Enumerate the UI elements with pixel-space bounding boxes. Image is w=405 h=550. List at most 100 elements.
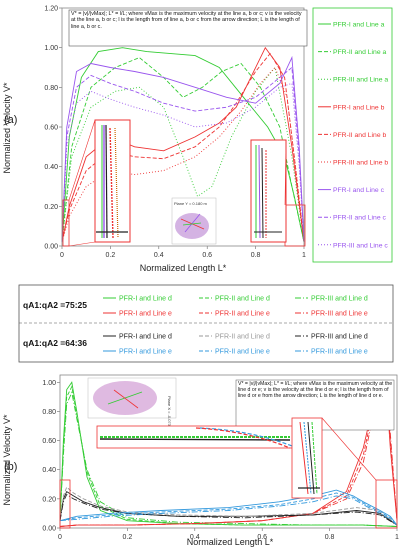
- panel-b-inset-label: Plane X = -0.0733 m: [167, 396, 172, 433]
- y-tick-label: 0.80: [44, 85, 58, 92]
- panel-a-geometry-inset: Plane Y = 0.180 m: [171, 197, 217, 245]
- y-tick-label: 0.00: [42, 526, 56, 533]
- panel-b-zoom-connector: [321, 417, 377, 481]
- x-tick-label: 0: [58, 534, 62, 541]
- legend-label: PFR-II and Line e: [215, 349, 270, 356]
- legend-label: PFR-I and Line e: [119, 311, 172, 318]
- legend-label: PFR-II and Line b: [333, 132, 386, 139]
- legend-label: PFR-I and Line c: [333, 187, 385, 194]
- legend-group-label-64-36: qA1:qA2 =64:36: [23, 338, 87, 348]
- panel-a-legend-items: PFR-I and Line a PFR-II and Line a PFR-III…: [318, 22, 388, 249]
- panel-b-y-ticks: 0.00 0.20 0.40 0.60 0.80 1.00: [42, 380, 60, 533]
- panel-a-xlabel: Normalized Length L*: [140, 263, 227, 273]
- panel-a-series-8: [61, 66, 305, 243]
- panel-a-series-5: [61, 52, 305, 243]
- panel-b-zoom-inset-middle-curves: [99, 427, 293, 449]
- y-tick-label: 1.00: [42, 380, 56, 387]
- legend-label: PFR-II and Line c: [333, 215, 386, 222]
- panel-a-series-9: [61, 82, 305, 243]
- panel-a-zoom-inset-left: [94, 119, 131, 243]
- y-tick-label: 0.40: [44, 164, 58, 171]
- panel-b-x-ticks: 0 0.2 0.4 0.6 0.8 1: [58, 528, 399, 541]
- panel-a-zoom-inset-left-curves: [96, 124, 128, 239]
- y-tick-label: 0.20: [44, 204, 58, 211]
- panel-a-series-2: [61, 57, 305, 243]
- x-tick-label: 0.2: [106, 252, 116, 259]
- panel-b-plot-frame: [59, 374, 398, 529]
- panel-b-annotation: V* = |v|/|vMax|; L* = l/L; where vMax is…: [238, 381, 393, 400]
- panel-b-series-8: [59, 486, 398, 526]
- legend-label: PFR-I and Line d: [119, 334, 172, 341]
- y-tick-label: 0.80: [42, 409, 56, 416]
- panel-b-geometry-inset: Plane X = -0.0733 m: [87, 377, 177, 433]
- legend-label: PFR-II and Line a: [333, 49, 386, 56]
- panel-b-zoom-marker-left: [59, 479, 71, 529]
- legend-label: PFR-II and Line e: [215, 311, 270, 318]
- panel-a-inset-label: Plane Y = 0.180 m: [174, 201, 208, 206]
- x-tick-label: 0.6: [257, 534, 267, 541]
- panel-a-zoom-connector: [68, 119, 96, 201]
- x-tick-label: 0.4: [154, 252, 164, 259]
- x-tick-label: 0.2: [123, 534, 133, 541]
- panel-b-legend: qA1:qA2 =75:25 qA1:qA2 =64:36 PFR-I and …: [18, 284, 394, 363]
- panel-b-legend-items: PFR-I and Line d PFR-II and Line d PFR-III…: [103, 296, 368, 356]
- panel-a-annotation: V* = |v|/|vMax|; L* = l/L; where vMax is…: [71, 11, 302, 30]
- panel-a-zoom-inset-right-curves: [254, 144, 282, 239]
- panel-a-zoom-marker-left: [62, 199, 70, 247]
- panel-b-zoom-inset-right-curves: [298, 421, 320, 495]
- panel-a-annotation-box: [68, 9, 308, 47]
- panel-a-ylabel: Normalized Velocity V*: [2, 82, 12, 174]
- panel-b: (b) Normalized Velocity V* Normalized Le…: [2, 374, 399, 547]
- x-tick-label: 1: [302, 252, 306, 259]
- legend-label: PFR-I and Line b: [333, 104, 385, 111]
- panel-a-x-ticks: 0 0.2 0.4 0.6 0.8 1: [60, 246, 306, 259]
- x-tick-label: 1: [395, 534, 399, 541]
- y-tick-label: 0.60: [42, 438, 56, 445]
- panel-a-label: (a): [4, 114, 17, 126]
- panel-b-series-9: [59, 493, 398, 526]
- panel-b-series-3: [59, 390, 398, 527]
- legend-label: PFR-I and Line e: [119, 349, 172, 356]
- x-tick-label: 0.8: [251, 252, 261, 259]
- panel-a-plot-frame: [61, 7, 305, 247]
- panel-a-series-4: [61, 46, 305, 243]
- legend-label: PFR-III and Line c: [333, 242, 388, 249]
- legend-label: PFR-III and Line d: [311, 296, 368, 303]
- legend-label: PFR-III and Line d: [311, 334, 368, 341]
- legend-label: PFR-III and Line a: [333, 77, 388, 84]
- panel-a-y-ticks: 0.00 0.20 0.40 0.60 0.80 1.00 1.20: [44, 6, 62, 251]
- panel-a-zoom-inset-right: [250, 139, 287, 243]
- x-tick-label: 0.8: [325, 534, 335, 541]
- panel-a-zoom-connector: [284, 139, 287, 206]
- y-tick-label: 0.60: [44, 125, 58, 132]
- x-tick-label: 0: [60, 252, 64, 259]
- panel-b-xlabel: Normalized Length L*: [187, 537, 274, 547]
- panel-b-series-11: [59, 492, 398, 526]
- panel-a-series-7: [61, 55, 305, 243]
- legend-label: PFR-II and Line d: [215, 334, 270, 341]
- panel-b-ylabel: Normalized Velocity V*: [2, 414, 12, 506]
- panel-a-zoom-connector: [68, 241, 96, 247]
- x-tick-label: 0.6: [202, 252, 212, 259]
- legend-label: PFR-II and Line d: [215, 296, 270, 303]
- y-tick-label: 1.20: [44, 6, 58, 13]
- panel-b-zoom-marker-right: [375, 479, 398, 529]
- panel-b-series-12: [59, 495, 398, 526]
- legend-label: PFR-I and Line a: [333, 22, 385, 29]
- x-tick-label: 0.4: [190, 534, 200, 541]
- panel-a-legend: [312, 7, 393, 263]
- y-tick-label: 1.00: [44, 45, 58, 52]
- legend-group-label-75-25: qA1:qA2 =75:25: [23, 300, 87, 310]
- panel-b-label: (b): [4, 461, 17, 473]
- y-tick-label: 0.00: [44, 244, 58, 251]
- legend-label: PFR-III and Line e: [311, 349, 368, 356]
- legend-label: PFR-III and Line e: [311, 311, 368, 318]
- y-tick-label: 0.20: [42, 496, 56, 503]
- panel-b-series-7: [59, 490, 398, 526]
- legend-label: PFR-III and Line b: [333, 160, 388, 167]
- legend-label: PFR-I and Line d: [119, 296, 172, 303]
- panel-a: (a) Normalized Velocity V* Normalized Le…: [2, 6, 393, 273]
- panel-b-series: [59, 381, 398, 527]
- y-tick-label: 0.40: [42, 467, 56, 474]
